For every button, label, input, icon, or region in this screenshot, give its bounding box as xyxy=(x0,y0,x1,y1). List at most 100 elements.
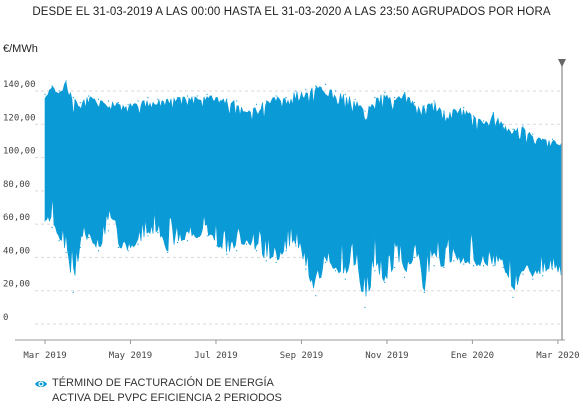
series-layer xyxy=(44,80,562,308)
series-min-point xyxy=(236,250,238,252)
series-max-point xyxy=(305,88,307,90)
series-min-point xyxy=(295,245,297,247)
series-min-point xyxy=(65,251,67,254)
series-min-point xyxy=(551,268,554,270)
series-max-point xyxy=(275,95,277,97)
series-max-point xyxy=(137,100,139,102)
y-tick-label: 120,00 xyxy=(3,113,36,123)
series-min-point xyxy=(196,236,198,239)
series-max-point xyxy=(72,97,74,99)
y-tick-label: 40,00 xyxy=(3,246,30,256)
series-min-point xyxy=(433,265,435,267)
cursor-handle-icon[interactable] xyxy=(558,59,566,67)
legend[interactable]: TÉRMINO DE FACTURACIÓN DE ENERGÍA ACTIVA… xyxy=(34,376,282,406)
series-max-point xyxy=(216,97,218,99)
y-tick-label: 60,00 xyxy=(3,213,30,223)
series-min-point xyxy=(137,243,139,245)
y-tick-label: 100,00 xyxy=(3,147,36,157)
series-max-point xyxy=(374,97,376,99)
series-max-point xyxy=(44,93,46,95)
series-max-point xyxy=(354,98,356,100)
y-tick-label: 20,00 xyxy=(3,280,30,290)
series-min-point xyxy=(463,263,465,265)
series-max-point xyxy=(522,125,524,127)
series-min-point xyxy=(117,246,119,249)
series-max-point xyxy=(127,103,129,105)
series-min-point xyxy=(413,256,415,259)
series-max-point xyxy=(394,97,396,99)
time-cursor[interactable] xyxy=(558,59,566,340)
series-max-point xyxy=(472,115,475,117)
series-min-point xyxy=(492,265,494,267)
legend-series-label: TÉRMINO DE FACTURACIÓN DE ENERGÍA ACTIVA… xyxy=(52,377,282,404)
series-min-point xyxy=(72,291,74,293)
series-min-point xyxy=(206,235,208,237)
series-max-point xyxy=(482,120,485,122)
series-max-point xyxy=(157,98,159,100)
series-min-point xyxy=(107,230,110,232)
series-max-point xyxy=(236,100,238,102)
series-min-point xyxy=(324,261,327,264)
y-axis-label: €/MWh xyxy=(3,43,38,55)
series-max-point xyxy=(295,90,297,92)
series-max-point xyxy=(79,102,81,104)
series-min-point xyxy=(97,250,100,252)
eye-icon[interactable] xyxy=(34,377,48,391)
series-max-point xyxy=(413,102,415,104)
y-tick-labels: 0 20,00 40,00 60,00 80,00 100,00 120,00 140,00 xyxy=(3,80,36,323)
series-min-point xyxy=(374,270,376,272)
series-max-point xyxy=(97,98,100,100)
x-tick-label: Mar 2019 xyxy=(23,351,66,361)
series-min-point xyxy=(51,226,53,229)
series-min-point xyxy=(502,266,504,269)
series-min-point xyxy=(285,250,287,252)
series-max-point xyxy=(186,95,188,97)
series-max-point xyxy=(433,100,435,102)
series-min-point xyxy=(334,270,337,272)
series-max-point xyxy=(255,103,258,105)
series-min-point xyxy=(147,235,149,237)
series-min-point xyxy=(79,246,81,249)
series-max-point xyxy=(492,112,494,114)
series-max-point xyxy=(206,93,208,95)
series-max-point xyxy=(285,97,287,99)
series-band xyxy=(44,80,562,297)
series-max-point xyxy=(324,83,327,85)
x-tick-label: Sep 2019 xyxy=(280,351,323,361)
series-min-point xyxy=(354,263,356,265)
series-min-point xyxy=(364,306,366,308)
series-max-point xyxy=(147,97,149,99)
series-min-point xyxy=(522,273,524,275)
x-tick-label: Ene 2020 xyxy=(451,351,494,361)
series-max-point xyxy=(463,107,465,109)
series-min-point xyxy=(176,241,179,244)
y-tick-label: 80,00 xyxy=(3,180,30,190)
series-max-point xyxy=(58,90,60,92)
series-max-point xyxy=(551,138,554,140)
series-max-point xyxy=(51,85,53,87)
series-max-point xyxy=(117,102,119,104)
series-min-point xyxy=(560,273,562,275)
series-max-point xyxy=(403,92,406,94)
series-max-point xyxy=(265,100,267,102)
series-min-point xyxy=(482,265,485,267)
series-min-point xyxy=(542,275,544,277)
series-max-point xyxy=(423,105,425,107)
series-min-point xyxy=(246,243,248,245)
series-max-point xyxy=(542,138,544,140)
series-max-point xyxy=(334,90,337,92)
series-min-point xyxy=(186,240,188,242)
series-min-point xyxy=(157,231,159,234)
series-max-point xyxy=(364,110,366,112)
series-min-point xyxy=(403,276,406,278)
series-max-point xyxy=(88,95,90,97)
series-min-point xyxy=(216,245,218,247)
series-max-point xyxy=(226,98,228,100)
series-min-point xyxy=(315,295,317,297)
series-min-point xyxy=(275,261,277,264)
series-min-point xyxy=(44,220,46,222)
series-max-point xyxy=(176,97,179,99)
series-min-point xyxy=(305,268,307,270)
